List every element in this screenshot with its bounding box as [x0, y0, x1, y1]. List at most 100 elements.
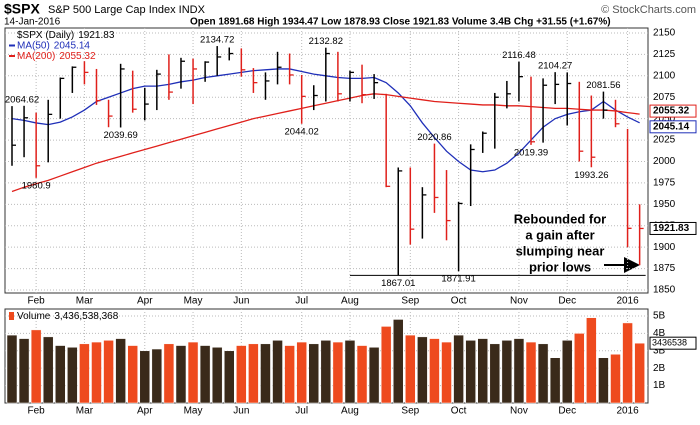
volume-bar — [260, 343, 271, 404]
price-label: 2081.56 — [586, 80, 620, 91]
legend-name: Volume — [17, 311, 51, 322]
volume-bar — [525, 341, 537, 404]
volume-bar — [405, 334, 416, 404]
y-tick-label: 3B — [653, 345, 666, 356]
annotation: prior lows — [529, 259, 591, 274]
value-tag-label: 2055.32 — [653, 106, 690, 117]
x-tick-label: Aug — [341, 296, 359, 307]
volume-bar — [127, 345, 138, 404]
value-tag-label: 2045.14 — [653, 121, 690, 132]
volume-legend: Volume 3,436,538,368 — [17, 311, 119, 322]
x-tick-label: May — [184, 296, 203, 307]
y-tick-label: 1875 — [653, 263, 676, 274]
title: $SPX — [4, 1, 40, 17]
volume-bar — [634, 342, 645, 404]
y-tick-label: 2075 — [653, 92, 676, 103]
value-tag-label: 3436538 — [652, 338, 687, 348]
legend-name: MA(50) — [17, 40, 50, 51]
volume-bar — [284, 345, 295, 404]
x-tick-label: Oct — [451, 296, 467, 307]
price-label: 1867.01 — [381, 278, 415, 289]
volume-bar — [30, 329, 42, 404]
volume-bar — [332, 341, 344, 404]
watermark: © StockCharts.com — [601, 4, 696, 16]
x-tick-label: Jul — [295, 296, 308, 307]
price-label: 2020.86 — [417, 132, 451, 143]
quote: Open 1891.68 High 1934.47 Low 1878.93 Cl… — [190, 17, 611, 28]
volume-bar — [296, 341, 307, 404]
x-tick-label: Jul — [295, 406, 308, 417]
y-tick-label: 2000 — [653, 156, 676, 167]
volume-bar — [115, 338, 126, 404]
volume-bar — [42, 336, 54, 404]
volume-bar — [236, 345, 247, 404]
y-tick-label: 2050 — [653, 113, 676, 124]
x-tick-label: Nov — [510, 406, 528, 417]
volume-bar — [622, 322, 633, 404]
volume-bar — [380, 326, 392, 404]
volume-bar — [549, 357, 561, 404]
volume-bar — [465, 340, 476, 404]
price-label: 2019.39 — [514, 147, 548, 158]
y-tick-label: 5B — [653, 311, 666, 322]
y-tick-label: 1850 — [653, 285, 676, 296]
legend-entry: MA(50) 2045.14 — [17, 40, 90, 51]
volume-bar — [574, 333, 585, 404]
volume-bar — [151, 348, 163, 404]
volume-bar — [453, 334, 464, 404]
legend-name: $SPX (Daily) — [17, 30, 74, 41]
annotation: slumping near — [516, 243, 605, 258]
x-tick-label: Mar — [76, 296, 94, 307]
price-label: 2104.27 — [538, 61, 572, 72]
y-tick-label: 1975 — [653, 178, 676, 189]
y-tick-label: 2025 — [653, 135, 676, 146]
volume-bar — [610, 354, 621, 404]
volume-bar — [368, 347, 380, 404]
x-tick-label: Feb — [28, 296, 46, 307]
volume-bar — [501, 340, 513, 404]
price-label: 1993.26 — [574, 170, 608, 181]
volume-bar — [441, 341, 452, 404]
volume-bar — [187, 341, 199, 404]
volume-bar — [103, 340, 114, 404]
volume-bar — [55, 345, 66, 404]
value-tag — [649, 336, 697, 350]
volume-bar — [344, 340, 356, 404]
volume-bar — [308, 343, 319, 404]
x-tick-label: 2016 — [616, 406, 639, 417]
x-tick-label: Oct — [451, 406, 467, 417]
legend-entry: $SPX (Daily) 1921.83 — [17, 30, 115, 41]
ma-line — [11, 93, 640, 193]
volume-bar — [272, 340, 283, 404]
y-tick-label: 2100 — [653, 70, 676, 81]
y-tick-label: 1B — [653, 380, 666, 391]
price-label: 2132.82 — [309, 36, 343, 47]
price-label: 2044.02 — [285, 126, 319, 137]
x-tick-label: Sep — [401, 406, 419, 417]
price-label: 2134.72 — [200, 35, 234, 46]
volume-bar — [211, 347, 223, 404]
volume-bar — [224, 350, 235, 404]
value-tag — [649, 120, 697, 134]
price-label: 2116.48 — [502, 50, 536, 61]
legend-swatch — [9, 312, 14, 320]
volume-bar — [513, 338, 525, 404]
legend-entry: MA(200) 2055.32 — [17, 51, 96, 62]
volume-bar — [561, 340, 573, 404]
volume-bar — [163, 343, 175, 404]
x-tick-label: Apr — [137, 406, 153, 417]
x-tick-label: Mar — [76, 406, 94, 417]
volume-bar — [429, 338, 440, 404]
y-tick-label: 1900 — [653, 242, 676, 253]
volume-bar — [477, 338, 488, 404]
volume-bar — [356, 345, 368, 404]
price-frame — [4, 27, 649, 294]
price-label: 2064.62 — [5, 95, 39, 106]
y-tick-label: 4B — [653, 328, 666, 339]
legend-value: 3,436,538,368 — [54, 311, 118, 322]
x-tick-label: Apr — [137, 296, 153, 307]
y-tick-label: 2B — [653, 363, 666, 374]
annotation: a gain after — [525, 227, 594, 242]
volume-bar — [586, 317, 597, 404]
